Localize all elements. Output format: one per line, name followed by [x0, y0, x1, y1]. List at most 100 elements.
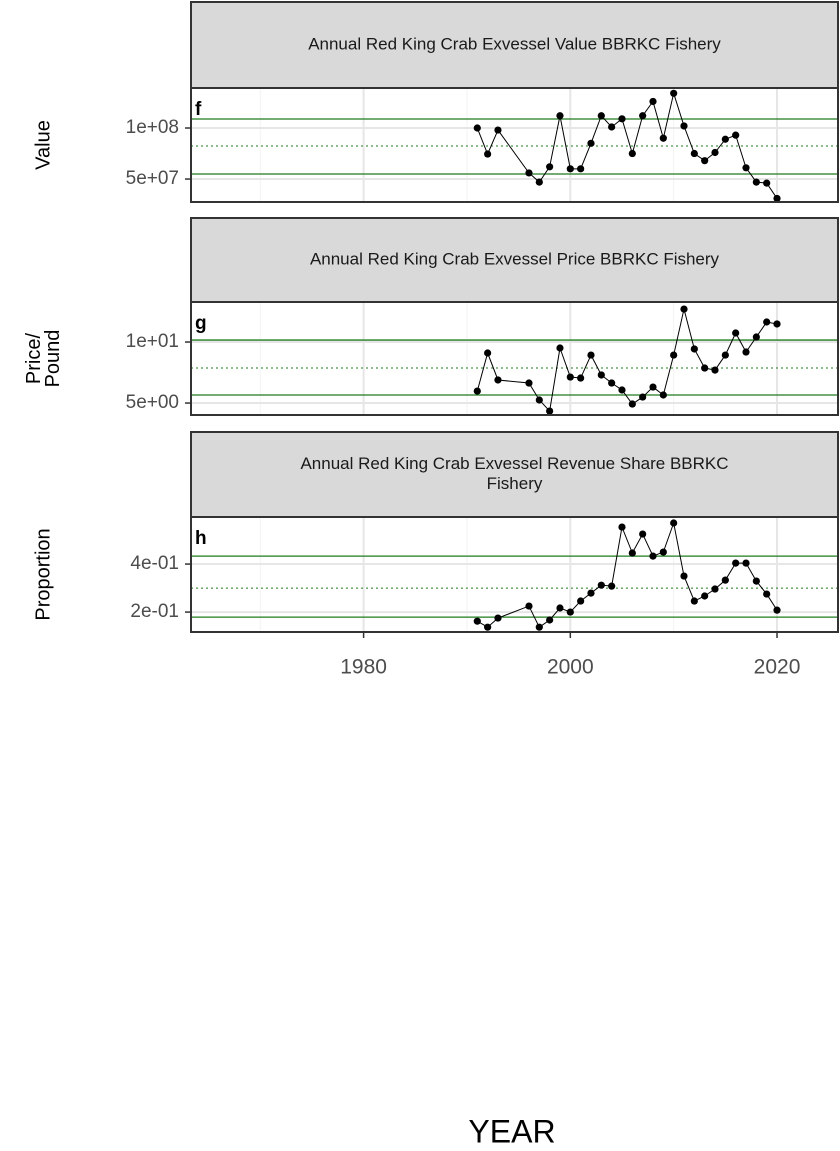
point: [680, 305, 688, 313]
point: [618, 386, 626, 394]
point: [639, 393, 647, 401]
point: [732, 131, 740, 139]
point: [649, 383, 657, 391]
y-tick-label: 1e+01: [126, 331, 179, 352]
point: [752, 333, 760, 341]
point: [546, 407, 554, 415]
point: [628, 400, 636, 408]
point: [525, 379, 533, 387]
point: [473, 124, 481, 132]
point: [618, 523, 626, 531]
point: [608, 123, 616, 131]
series-line: [476, 91, 778, 199]
point: [566, 165, 574, 173]
point: [556, 604, 564, 612]
strip: [190, 431, 839, 518]
point: [546, 616, 554, 624]
panel-tag: g: [195, 313, 207, 334]
x-tick-label: 1980: [340, 656, 387, 679]
point: [701, 364, 709, 372]
point: [711, 585, 719, 593]
point: [752, 178, 760, 186]
point: [690, 345, 698, 353]
point: [494, 376, 502, 384]
point: [763, 179, 771, 187]
point: [628, 549, 636, 557]
strip-title: Annual Red King Crab Exvessel Price BBRK…: [310, 249, 720, 268]
point: [608, 582, 616, 590]
point: [566, 608, 574, 616]
point: [494, 126, 502, 134]
strip-title: Fishery: [487, 474, 543, 493]
point: [484, 150, 492, 158]
panel-tag: h: [195, 528, 207, 549]
panel-border: [190, 516, 839, 633]
point: [566, 373, 574, 381]
y-axis-label: Pound: [42, 330, 64, 388]
x-axis-label: YEAR: [468, 1113, 555, 1149]
y-tick-label: 5e+00: [126, 392, 179, 413]
point: [473, 617, 481, 625]
point: [628, 149, 636, 158]
y-tick-label: 5e+07: [126, 168, 179, 189]
point: [587, 351, 595, 359]
point: [773, 320, 781, 328]
point: [773, 606, 781, 614]
point: [742, 164, 750, 172]
point: [742, 348, 750, 356]
point: [608, 379, 616, 387]
y-axis-label: Value: [32, 120, 54, 170]
point: [649, 97, 657, 106]
point: [659, 548, 667, 556]
point: [535, 396, 543, 404]
point: [721, 576, 729, 584]
point: [597, 371, 605, 379]
point: [701, 157, 709, 165]
panel-tag: f: [195, 99, 202, 120]
point: [639, 112, 647, 120]
y-tick-label: 1e+08: [126, 117, 179, 138]
strip-title: Annual Red King Crab Exvessel Value BBRK…: [308, 34, 721, 53]
point: [701, 592, 709, 600]
point: [577, 597, 585, 605]
point: [535, 623, 543, 631]
point: [752, 577, 760, 585]
point: [732, 559, 740, 567]
point: [711, 148, 719, 157]
point: [587, 139, 595, 147]
plot-area: [473, 305, 781, 415]
point: [597, 112, 605, 120]
point: [732, 329, 740, 337]
y-tick-label: 4e-01: [130, 553, 179, 574]
panel-border: [190, 301, 839, 416]
point: [556, 112, 564, 120]
point: [763, 590, 771, 598]
point: [721, 351, 729, 359]
point: [763, 318, 771, 326]
point: [535, 178, 543, 186]
panel-border: [190, 87, 839, 203]
point: [690, 597, 698, 605]
x-tick-label: 2020: [754, 656, 801, 679]
point: [525, 602, 533, 610]
point: [587, 589, 595, 597]
point: [659, 134, 667, 142]
point: [711, 366, 719, 374]
point: [670, 89, 678, 97]
point: [670, 351, 678, 359]
point: [659, 391, 667, 399]
point: [618, 115, 626, 123]
point: [690, 149, 698, 158]
point: [742, 559, 750, 567]
x-tick-label: 2000: [547, 656, 594, 679]
plot-area: [473, 89, 781, 202]
strip: [190, 1, 839, 89]
point: [556, 344, 564, 352]
point: [484, 623, 492, 631]
point: [577, 165, 585, 173]
point: [494, 614, 502, 622]
point: [484, 349, 492, 357]
series-line: [477, 521, 778, 628]
y-axis-label: Proportion: [32, 528, 54, 620]
